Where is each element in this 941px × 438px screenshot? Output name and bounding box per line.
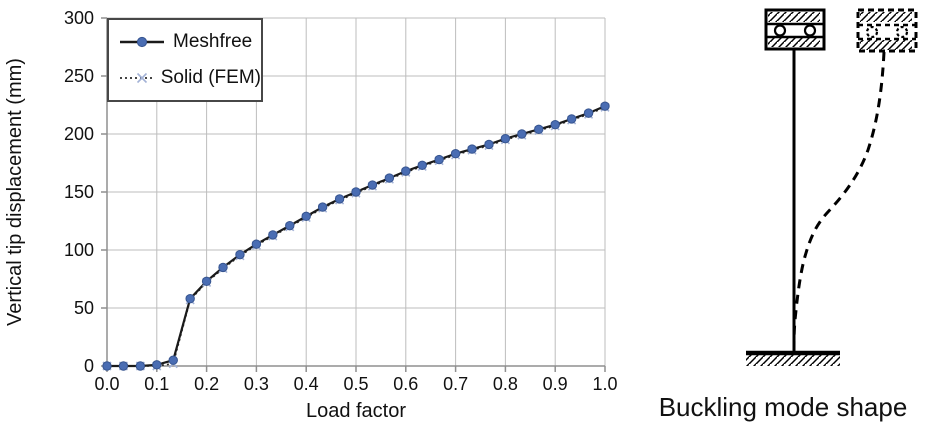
legend-entry-meshfree: Meshfree [119,28,261,56]
diagram-caption: Buckling mode shape [658,392,908,422]
x-tick-label: 0.6 [393,374,418,394]
chart-legend: Meshfree Solid (FEM) [107,18,263,102]
x-tick-label: 0.3 [244,374,269,394]
roller-support-displaced-icon [856,8,918,53]
y-tick-label: 50 [74,298,94,318]
meshfree-circle-markers [102,101,610,371]
legend-label-solid-fem: Solid (FEM) [160,67,261,88]
data-series [102,101,610,371]
x-tick-label: 0.5 [343,374,368,394]
buckling-diagram-svg [746,8,918,366]
chart-plot-svg: 0.0 0.1 0.2 0.3 0.4 0.5 0.6 0.7 0.8 0.9 1.0 0 50 100 1… [4,8,618,422]
x-tick-label: 0.1 [144,374,169,394]
tick-labels: 0.0 0.1 0.2 0.3 0.4 0.5 0.6 0.7 0.8 0.9 1.0 0 50 100 1… [64,8,618,394]
y-tick-label: 0 [84,356,94,376]
x-tick-label: 1.0 [592,374,617,394]
y-tick-label: 200 [64,124,94,144]
y-tick-label: 150 [64,182,94,202]
legend-label-meshfree: Meshfree [173,31,253,52]
y-tick-label: 100 [64,240,94,260]
x-tick-label: 0.7 [443,374,468,394]
x-tick-label: 0.2 [194,374,219,394]
x-tick-label: 0.4 [294,374,319,394]
x-axis-title: Load factor [306,400,406,422]
y-axis-title: Vertical tip displacement (mm) [4,58,26,326]
fixed-support-ground-icon [746,350,840,366]
y-tick-label: 250 [64,66,94,86]
x-tick-label: 0.0 [94,374,119,394]
x-tick-label: 0.9 [543,374,568,394]
meshfree-line-icon [120,36,164,48]
x-tick-label: 0.8 [493,374,518,394]
roller-support-undeformed-icon [764,8,826,51]
legend-entry-solid-fem: Solid (FEM) [119,64,261,92]
buckled-shape-curve [792,51,886,351]
fem-dotted-line-icon [120,72,153,84]
y-tick-label: 300 [64,8,94,28]
